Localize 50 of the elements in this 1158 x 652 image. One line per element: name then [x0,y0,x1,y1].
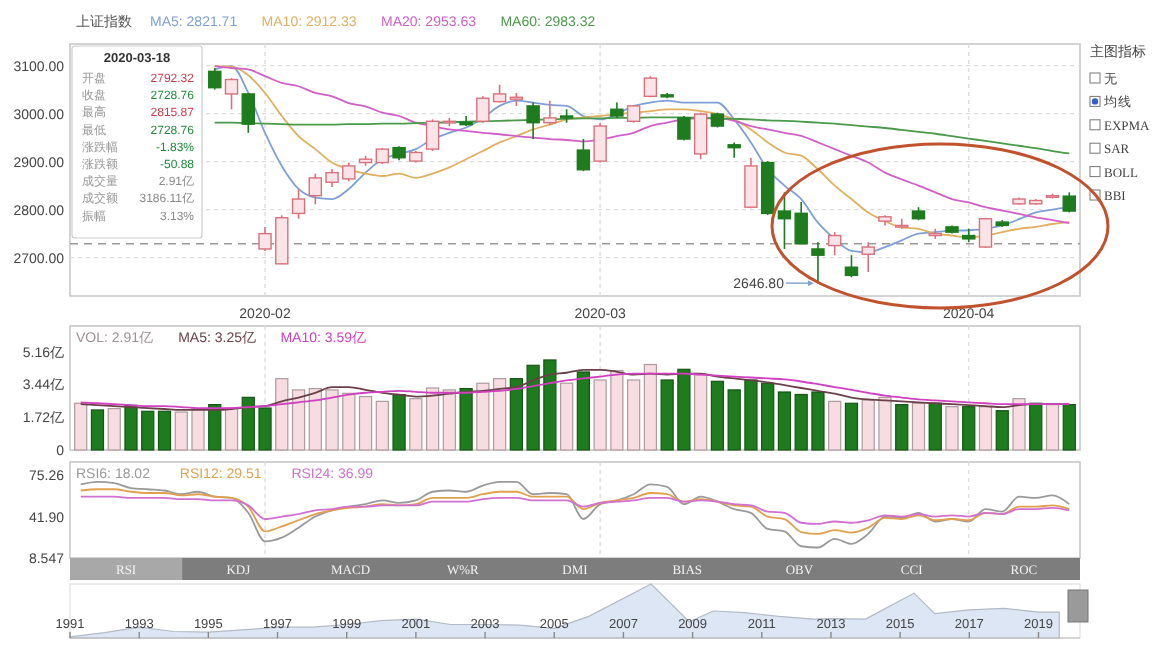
line-series [79,495,1071,525]
candlestick [208,67,222,91]
bar [978,406,993,451]
bar [777,391,792,451]
bar [208,404,222,451]
bar [358,395,373,451]
candlestick [693,111,708,160]
bar [74,402,88,451]
bar [559,382,574,451]
bar [392,394,406,451]
candlestick [224,77,239,111]
bar [1012,398,1026,451]
bar [459,387,473,451]
bar [442,389,456,451]
bar [643,363,658,451]
candlestick [593,121,607,164]
line-series [79,488,1071,535]
bar [275,378,289,451]
candlestick [526,101,540,140]
bar [90,409,105,451]
candlestick [677,115,691,142]
candlestick [425,118,440,152]
bar [911,402,926,451]
bar [224,407,239,451]
bar [1029,402,1043,451]
candlestick [744,156,758,209]
bar [995,410,1009,451]
bar [1045,404,1060,451]
bar [576,371,591,451]
bar [895,404,909,451]
bar [928,402,942,451]
candlestick [861,241,875,273]
bar [1062,404,1076,451]
candlestick [241,92,256,134]
candlestick [844,254,859,279]
bar [962,406,976,451]
bar [107,408,121,451]
bar [945,406,959,451]
line-series [79,480,1071,549]
bar [828,400,842,451]
bar [157,410,172,451]
candlestick [727,141,741,159]
bar [694,374,708,451]
bar [844,402,859,451]
candlestick [827,231,842,256]
candlestick [576,138,591,172]
candlestick [291,188,306,220]
candlestick [543,99,557,126]
bar [375,400,389,451]
bar [291,389,306,451]
